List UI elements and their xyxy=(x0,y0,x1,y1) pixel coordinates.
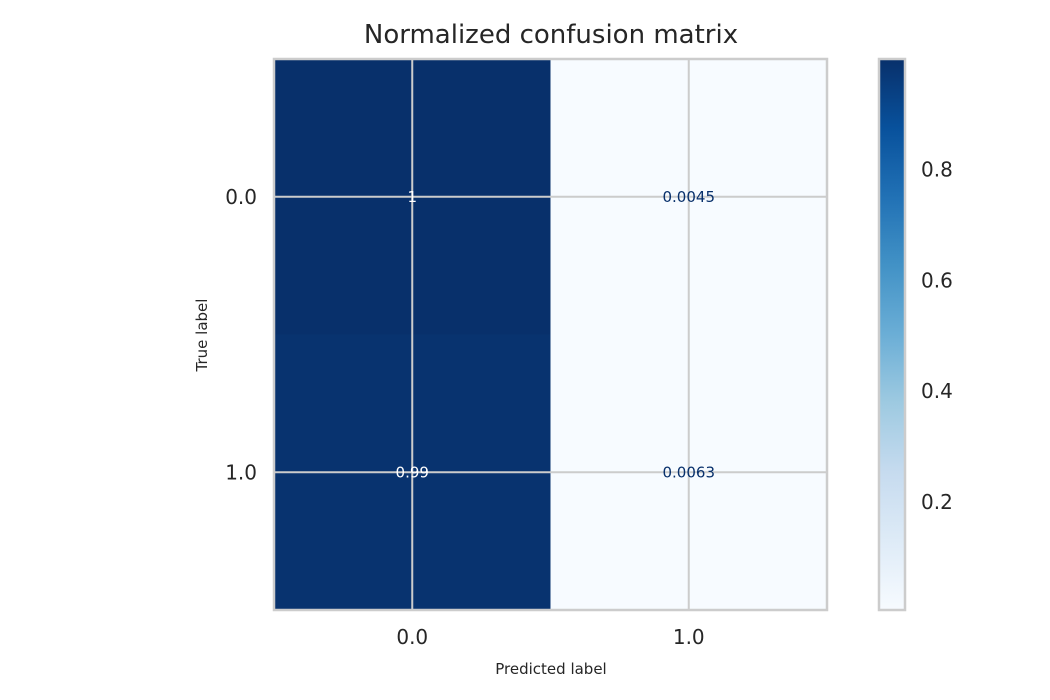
plot-frame xyxy=(272,57,829,612)
cell-value-label: 0.99 xyxy=(396,463,429,481)
cell-value-labels: 1 0.0045 0.99 0.0063 xyxy=(396,188,715,482)
colorbar-frame xyxy=(877,57,907,612)
y-tick-label: 1.0 xyxy=(225,460,257,484)
y-axis-label: True label xyxy=(193,299,211,373)
x-axis-label: Predicted label xyxy=(495,660,606,678)
y-tick-label: 0.0 xyxy=(225,185,257,209)
colorbar-tick-label: 0.8 xyxy=(921,158,953,182)
grid-lines xyxy=(274,59,827,610)
heatmap-cells xyxy=(274,59,828,611)
cell-value-label: 1 xyxy=(407,188,417,206)
colorbar-tick-label: 0.4 xyxy=(921,379,953,403)
x-tick-label: 0.0 xyxy=(396,625,428,649)
colorbar-gradient xyxy=(879,59,905,610)
colorbar-tick-labels: 0.2 0.4 0.6 0.8 xyxy=(921,158,953,514)
x-tick-labels: 0.0 1.0 xyxy=(396,625,704,649)
cell-value-label: 0.0045 xyxy=(663,188,716,206)
colorbar-tick-label: 0.6 xyxy=(921,268,953,292)
y-tick-labels: 0.0 1.0 xyxy=(225,185,257,485)
chart-title: Normalized confusion matrix xyxy=(364,20,738,50)
x-tick-label: 1.0 xyxy=(673,625,705,649)
cell-value-label: 0.0063 xyxy=(663,463,716,481)
colorbar-tick-label: 0.2 xyxy=(921,490,953,514)
